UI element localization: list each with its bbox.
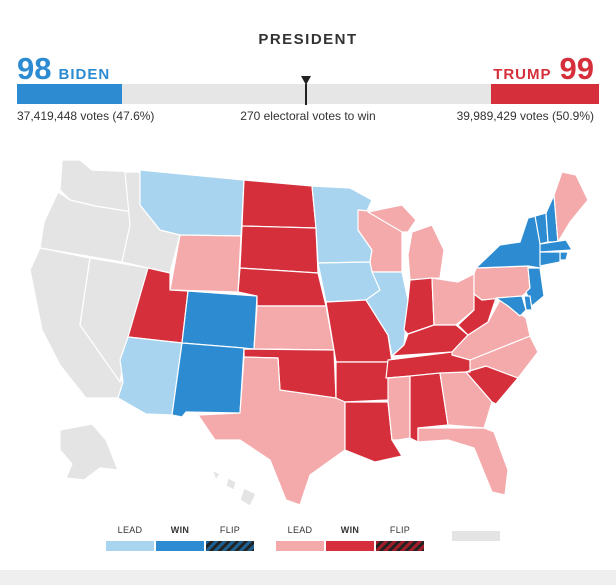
electoral-vote-bar	[17, 84, 599, 104]
state-FL[interactable]	[417, 427, 509, 496]
trump-header: TRUMP 99	[493, 52, 594, 86]
legend-swatch	[156, 541, 204, 551]
us-map	[29, 159, 589, 507]
biden-bar-fill	[17, 84, 122, 104]
state-KS[interactable]	[253, 305, 335, 351]
biden-electoral-votes: 98	[17, 51, 52, 86]
threshold-label: 270 electoral votes to win	[240, 109, 376, 123]
threshold-marker-icon	[301, 76, 311, 85]
trump-bar-fill	[491, 84, 599, 104]
state-MI[interactable]	[367, 204, 445, 281]
legend-dem-flip: FLIP	[206, 525, 254, 551]
state-CT[interactable]	[539, 251, 561, 267]
footer-bar	[0, 570, 616, 585]
legend-swatch	[452, 531, 500, 541]
legend-dem-win: WIN	[156, 525, 204, 551]
state-DE[interactable]	[523, 295, 533, 311]
threshold-line	[305, 84, 307, 105]
state-HI[interactable]	[211, 469, 257, 507]
state-GA[interactable]	[439, 371, 493, 429]
state-IN[interactable]	[403, 277, 435, 335]
state-MA[interactable]	[539, 239, 573, 253]
legend-swatch	[276, 541, 324, 551]
legend-rep-win: WIN	[326, 525, 374, 551]
legend-swatch	[106, 541, 154, 551]
state-AR[interactable]	[335, 361, 393, 403]
legend-swatch	[376, 541, 424, 551]
race-title: PRESIDENT	[258, 31, 358, 48]
state-MD[interactable]	[495, 295, 527, 317]
legend-swatch	[326, 541, 374, 551]
state-NC[interactable]	[465, 335, 539, 379]
state-AK[interactable]	[59, 423, 119, 481]
state-NM[interactable]	[171, 342, 245, 418]
state-SD[interactable]	[239, 225, 319, 274]
legend-dem-lead: LEAD	[106, 525, 154, 551]
state-AZ[interactable]	[117, 336, 183, 416]
state-WY[interactable]	[169, 234, 242, 293]
trump-popular-votes: 39,989,429 votes (50.9%)	[456, 109, 594, 123]
state-CO[interactable]	[181, 290, 258, 350]
legend-uncalled	[452, 525, 500, 541]
legend-rep-lead: LEAD	[276, 525, 324, 551]
trump-name: TRUMP	[493, 66, 552, 83]
biden-header: 98 BIDEN	[17, 52, 110, 86]
state-PA[interactable]	[473, 265, 531, 301]
state-ND[interactable]	[241, 179, 317, 229]
state-TX[interactable]	[197, 356, 346, 506]
legend-swatch	[206, 541, 254, 551]
state-MS[interactable]	[387, 375, 411, 441]
trump-electoral-votes: 99	[559, 51, 594, 86]
biden-name: BIDEN	[58, 66, 111, 83]
legend-rep-flip: FLIP	[376, 525, 424, 551]
biden-popular-votes: 37,419,448 votes (47.6%)	[17, 109, 155, 123]
state-RI[interactable]	[559, 251, 569, 261]
state-ME[interactable]	[553, 171, 589, 243]
